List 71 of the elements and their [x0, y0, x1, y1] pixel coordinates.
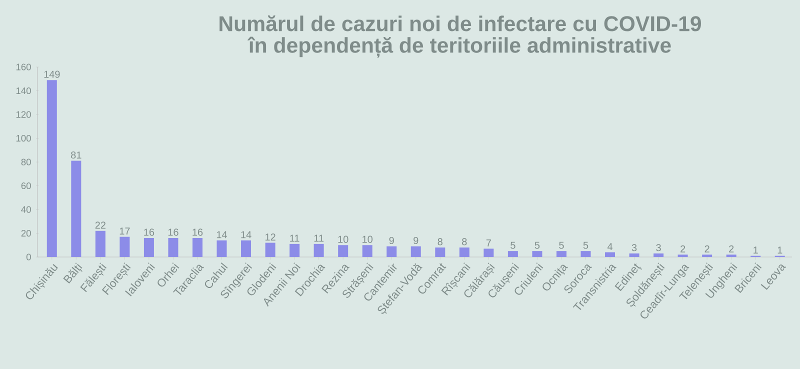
y-tick-label: 40	[21, 206, 31, 213]
data-label: 11	[314, 234, 324, 242]
bar	[484, 248, 494, 258]
data-label: 16	[144, 228, 154, 236]
bar	[290, 244, 300, 258]
y-tick-label: 160	[16, 64, 31, 70]
bar	[241, 240, 252, 258]
data-label: 81	[71, 151, 82, 159]
data-label: 22	[95, 222, 106, 229]
bar	[410, 246, 421, 258]
data-label: 5	[559, 242, 564, 249]
bar	[386, 246, 397, 258]
bar	[556, 251, 566, 258]
data-label: 3	[632, 244, 637, 252]
bar	[580, 251, 591, 258]
bar	[702, 254, 712, 258]
data-label: 12	[265, 234, 276, 240]
bar	[265, 242, 276, 258]
bar	[654, 253, 664, 258]
y-tick-label: 20	[21, 230, 31, 237]
chart-title: Numărul de cazuri noi de infectare cu COVID-19	[220, 15, 702, 32]
data-label: 10	[338, 236, 348, 243]
bar	[46, 80, 57, 258]
bar	[168, 238, 178, 258]
data-label: 11	[290, 234, 300, 242]
bar	[629, 253, 640, 258]
bar	[362, 245, 372, 258]
data-label: 14	[241, 231, 252, 238]
data-label: 1	[778, 246, 782, 254]
bar	[435, 248, 446, 258]
data-label: 5	[583, 242, 588, 249]
data-label: 2	[680, 245, 686, 252]
data-label: 2	[729, 245, 734, 252]
bar	[95, 230, 106, 258]
data-label: 7	[486, 240, 491, 246]
bar	[678, 254, 688, 258]
data-label: 14	[216, 231, 228, 238]
y-tick-label: 0	[26, 254, 31, 260]
y-tick-label: 120	[16, 111, 31, 118]
bar	[120, 236, 130, 258]
data-label: 2	[704, 245, 710, 252]
y-tick-label: 60	[21, 182, 31, 190]
y-tick-label: 80	[21, 158, 31, 166]
data-label: 5	[510, 242, 516, 249]
data-label: 10	[362, 236, 373, 243]
data-label: 4	[607, 243, 612, 250]
data-label: 8	[462, 238, 467, 246]
data-label: 17	[120, 228, 130, 235]
data-label: 5	[534, 242, 540, 249]
data-label: 8	[438, 238, 442, 246]
bar	[216, 240, 227, 258]
y-tick-label: 140	[16, 87, 31, 94]
bar	[532, 251, 542, 258]
bar	[144, 238, 154, 258]
bar	[459, 248, 470, 258]
data-label: 3	[656, 244, 661, 252]
bar	[726, 254, 736, 258]
chart-subtitle: în dependență de teritoriile administrative	[248, 36, 671, 58]
bar	[605, 252, 616, 258]
y-tick-label: 100	[16, 134, 31, 142]
data-label: 1	[754, 246, 758, 254]
data-label: 9	[414, 236, 418, 244]
bar	[508, 251, 518, 258]
bar	[338, 245, 348, 258]
data-label: 16	[168, 228, 178, 236]
data-label: 9	[389, 236, 394, 244]
bar	[71, 160, 82, 258]
data-label: 149	[44, 70, 60, 78]
bar	[314, 244, 324, 258]
data-label: 16	[192, 228, 203, 236]
bar	[192, 238, 202, 258]
